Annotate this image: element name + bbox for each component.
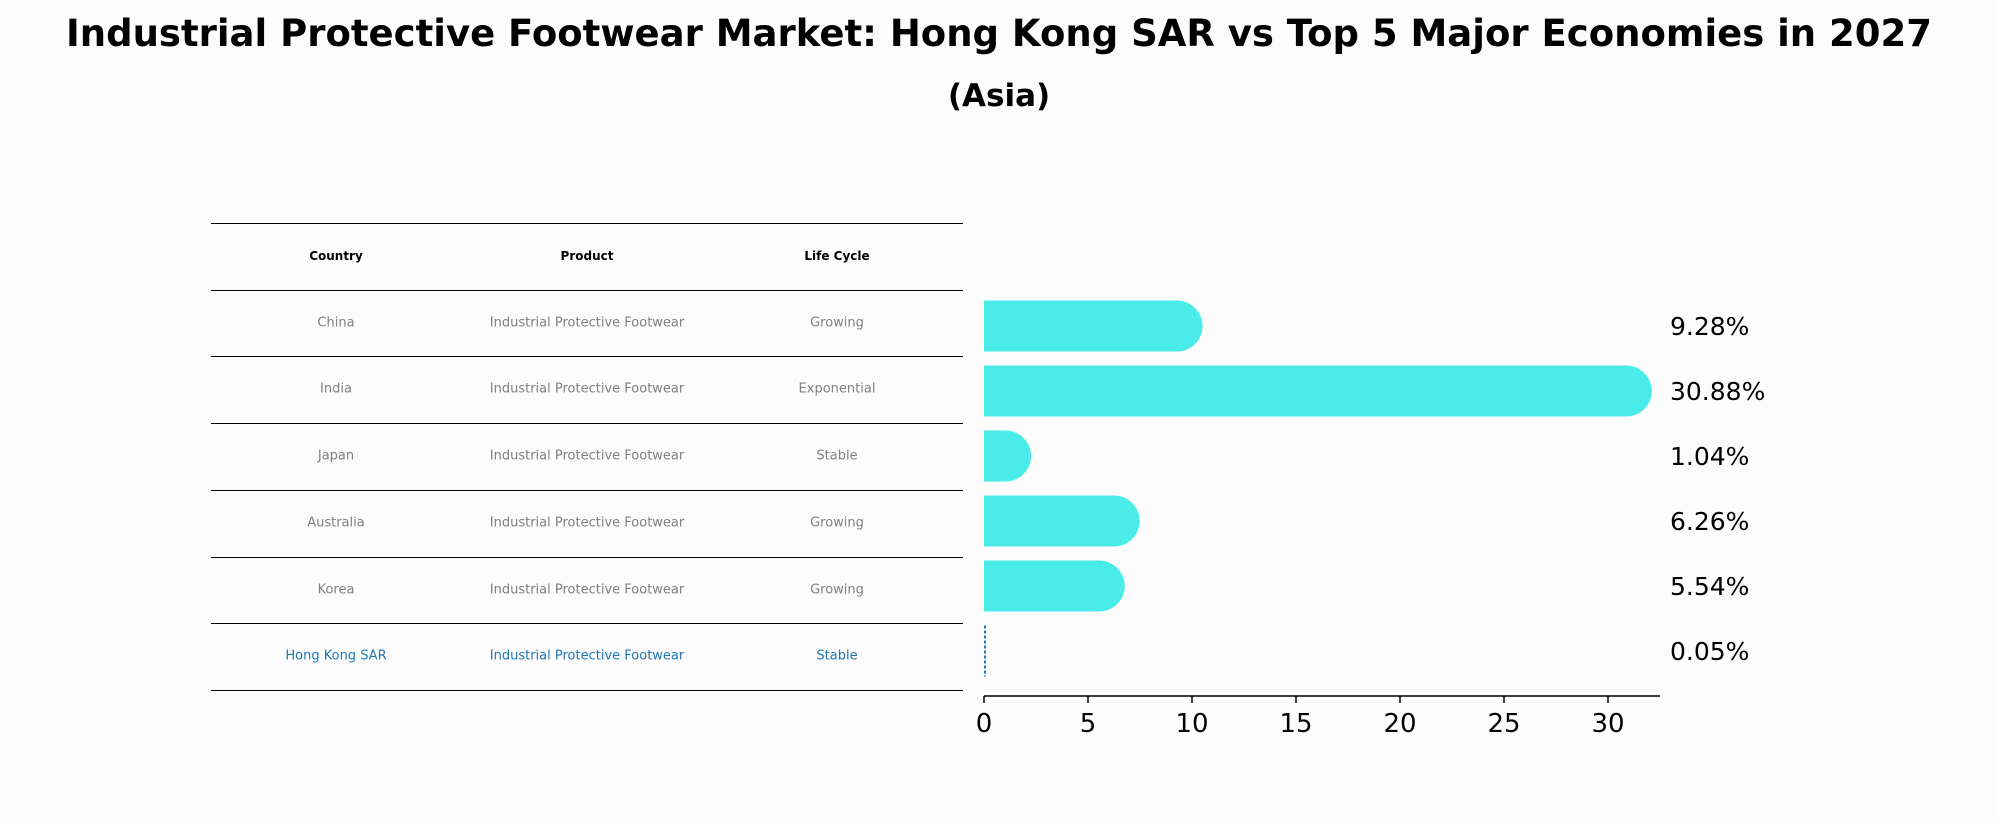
bar-value-label: 9.28% [1670,312,1749,341]
bar-value-label: 5.54% [1670,572,1749,601]
header-life-cycle: Life Cycle [804,249,870,263]
table-rule [211,557,963,558]
header-country: Country [309,249,363,263]
table-rule [211,490,963,491]
row-australia-life-cycle: Growing [810,515,864,531]
row-china-product: Industrial Protective Footwear [489,315,685,331]
bar-china [984,300,1203,352]
bar-value-label: 6.26% [1670,507,1749,536]
chart-title: Industrial Protective Footwear Market: H… [65,12,1933,55]
header-product: Product [560,249,614,263]
bar-value-label: 30.88% [1670,377,1765,406]
row-hong-kong-product: Industrial Protective Footwear [489,648,685,664]
row-korea-product: Industrial Protective Footwear [489,582,685,598]
chart-subtitle: (Asia) [947,78,1051,114]
table-rule [211,223,963,224]
table-rule [211,423,963,424]
row-india-life-cycle: Exponential [798,381,876,397]
x-tick-label: 15 [1279,709,1312,739]
x-tick-label: 20 [1383,709,1416,739]
row-japan-country: Japan [317,448,355,464]
bar-japan [984,430,1032,482]
row-india-product: Industrial Protective Footwear [489,381,685,397]
table-rule [211,623,963,624]
bar-korea [984,560,1125,612]
table-rule [211,356,963,357]
row-japan-life-cycle: Stable [816,448,858,464]
x-tick-label: 0 [976,709,993,739]
table-rule [211,690,963,691]
row-china-life-cycle: Growing [810,315,864,331]
x-tick-label: 5 [1080,709,1097,739]
row-japan-product: Industrial Protective Footwear [489,448,685,464]
row-korea-country: Korea [317,582,355,598]
x-tick-label: 25 [1487,709,1520,739]
table-rule [211,290,963,291]
row-india-country: India [320,381,352,397]
row-hong-kong-life-cycle: Stable [816,648,858,664]
x-tick-label: 30 [1591,709,1624,739]
row-australia-country: Australia [307,515,365,531]
bar-india [984,365,1652,417]
row-hong-kong-country: Hong Kong SAR [285,648,387,664]
bar-value-label: 0.05% [1670,637,1749,666]
bar-australia [984,495,1140,547]
x-tick-label: 10 [1175,709,1208,739]
row-australia-product: Industrial Protective Footwear [489,515,685,531]
bar-value-label: 1.04% [1670,442,1749,471]
row-china-country: China [317,315,355,331]
row-korea-life-cycle: Growing [810,582,864,598]
